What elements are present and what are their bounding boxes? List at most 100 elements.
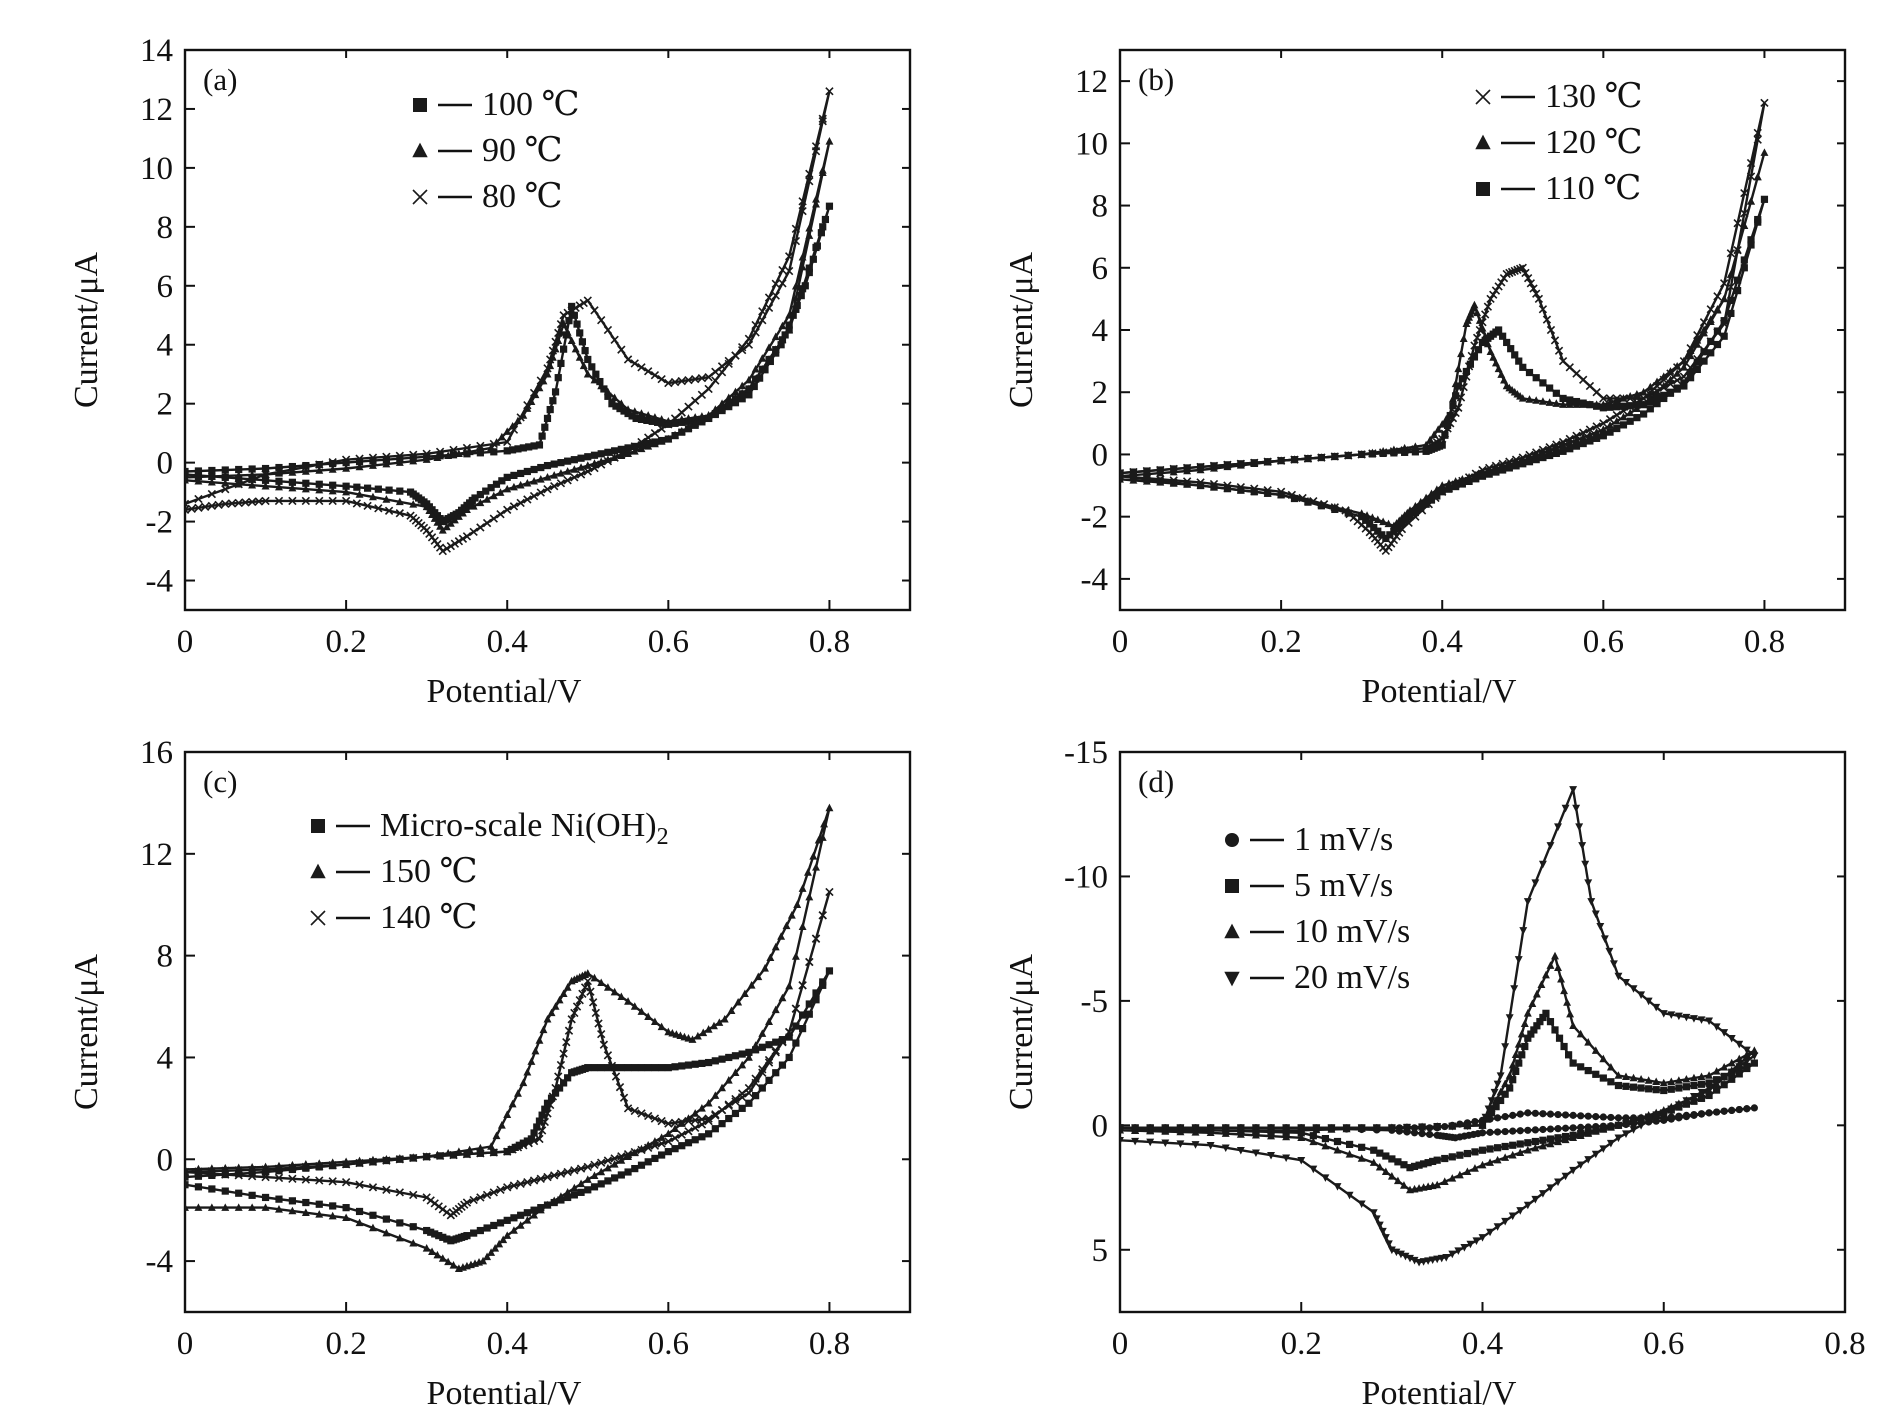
data-point	[395, 1155, 404, 1164]
data-point	[1674, 1101, 1683, 1109]
data-point	[550, 482, 559, 491]
data-point	[1428, 1256, 1437, 1265]
data-point	[458, 508, 467, 517]
data-point	[761, 964, 769, 972]
data-point	[1667, 1077, 1676, 1086]
data-point	[369, 457, 377, 465]
data-point	[691, 1060, 699, 1068]
data-point	[248, 1169, 256, 1177]
data-point	[818, 833, 827, 841]
data-point	[624, 1152, 633, 1160]
data-point	[1581, 860, 1590, 869]
data-point	[1344, 451, 1352, 460]
data-point	[476, 490, 484, 499]
data-point	[1713, 1086, 1721, 1094]
y-axis-title: Current/μA	[68, 954, 105, 1111]
data-point	[727, 1006, 736, 1015]
data-point	[1376, 1149, 1384, 1157]
data-point	[1492, 468, 1500, 476]
data-point	[487, 1248, 496, 1256]
data-point	[1494, 1114, 1502, 1122]
data-point	[476, 1149, 485, 1158]
data-point	[809, 255, 817, 263]
data-point	[744, 1083, 754, 1093]
data-point	[1550, 336, 1560, 345]
data-point	[523, 1067, 532, 1076]
data-point	[1501, 1142, 1509, 1151]
x-tick-label: 0.2	[325, 1326, 366, 1362]
data-point	[818, 911, 827, 920]
data-point	[1473, 308, 1482, 317]
data-point	[693, 1031, 702, 1040]
data-point	[395, 1233, 404, 1242]
data-point	[1713, 305, 1722, 314]
data-point	[624, 409, 632, 418]
data-point	[247, 1172, 257, 1181]
legend-label: Micro-scale Ni(OH)2	[380, 807, 669, 850]
data-point	[1509, 1141, 1517, 1149]
data-point	[563, 328, 572, 336]
data-point	[1679, 356, 1688, 365]
data-point	[812, 863, 820, 871]
data-point	[1675, 1114, 1683, 1122]
data-point	[489, 1188, 498, 1197]
data-point	[1626, 392, 1635, 400]
x-tick-label: 0.2	[1260, 624, 1301, 660]
data-point	[671, 1063, 679, 1071]
data-point	[235, 465, 243, 474]
data-point	[1379, 517, 1388, 526]
data-point	[1735, 1054, 1744, 1063]
data-point	[819, 981, 827, 989]
data-point	[483, 1252, 492, 1261]
data-point	[623, 1104, 633, 1113]
data-point	[1183, 464, 1191, 472]
data-point	[508, 446, 517, 454]
data-point	[1727, 1034, 1736, 1043]
data-point	[624, 1168, 632, 1176]
data-point	[530, 465, 538, 474]
data-point	[1682, 1013, 1691, 1022]
data-point	[724, 1076, 733, 1084]
data-point	[234, 1171, 243, 1180]
data-point	[792, 305, 800, 313]
data-point	[1512, 462, 1520, 470]
data-point	[342, 487, 351, 496]
series-3	[1120, 195, 1769, 543]
data-point	[563, 983, 572, 991]
data-point	[543, 1014, 552, 1023]
data-point	[395, 509, 404, 518]
data-point	[691, 413, 700, 421]
legend: 100 ℃90 ℃80 ℃	[412, 86, 580, 215]
data-point	[765, 355, 773, 363]
legend-marker	[412, 189, 428, 205]
data-point	[1614, 1114, 1623, 1122]
data-point	[650, 1017, 659, 1026]
data-point	[1129, 474, 1138, 482]
data-point	[1448, 1174, 1457, 1182]
data-point	[342, 459, 350, 467]
data-point	[409, 1190, 418, 1200]
data-point	[435, 447, 445, 456]
legend-label: 1 mV/s	[1294, 821, 1393, 858]
data-point	[1733, 245, 1742, 254]
data-point	[207, 489, 217, 499]
data-point	[1496, 1087, 1505, 1096]
legend-marker	[1224, 923, 1240, 939]
data-point	[185, 1173, 189, 1181]
data-point	[691, 396, 700, 405]
data-point	[523, 478, 532, 487]
data-point	[530, 442, 538, 450]
data-point	[658, 1151, 666, 1159]
data-point	[1510, 985, 1519, 993]
data-point	[355, 1158, 364, 1168]
data-point	[442, 522, 451, 531]
data-point	[329, 1202, 337, 1210]
y-tick-label: 0	[1092, 1108, 1109, 1144]
data-point	[1552, 389, 1560, 397]
data-point	[1659, 381, 1668, 390]
data-point	[1569, 1059, 1577, 1067]
data-point	[1452, 392, 1460, 400]
data-point	[1644, 1076, 1653, 1084]
legend-item: 5 mV/s	[1225, 867, 1393, 904]
